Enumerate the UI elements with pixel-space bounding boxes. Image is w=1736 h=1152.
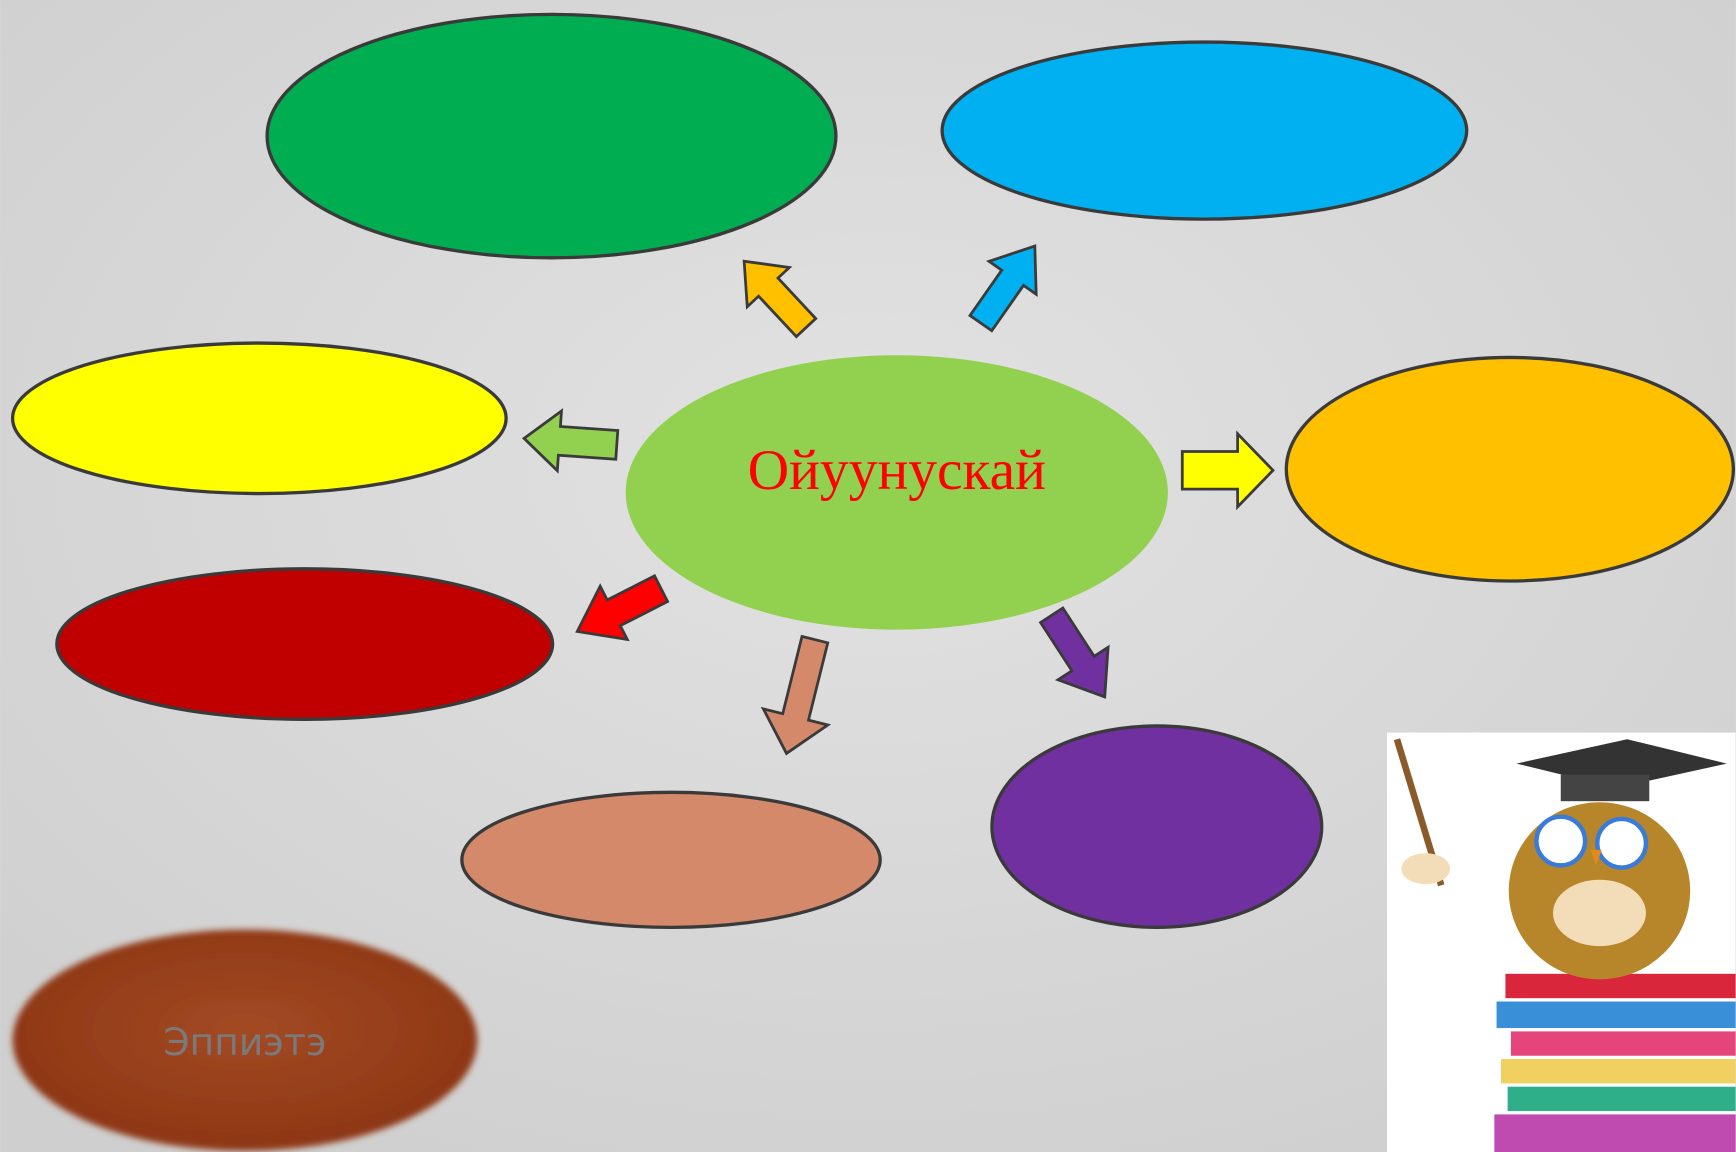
book: [1505, 974, 1735, 998]
node-purple: [992, 726, 1322, 927]
owl-eye: [1597, 819, 1646, 868]
center-label: Ойуунускай: [748, 439, 1046, 502]
book: [1511, 1031, 1736, 1055]
owl-eye: [1536, 817, 1585, 866]
slide: Ойуунускай Эппиэтэ: [0, 0, 1736, 1152]
owl-belly: [1553, 880, 1646, 946]
book: [1494, 1114, 1735, 1152]
book: [1508, 1087, 1736, 1111]
node-blue: [942, 42, 1467, 219]
node-tan: [462, 792, 880, 927]
book: [1497, 1001, 1736, 1028]
owl-picture: [1387, 733, 1736, 1152]
owl-hand: [1401, 853, 1450, 884]
button-label: Эппиэтэ: [163, 1020, 326, 1064]
answer-button[interactable]: Эппиэтэ: [13, 930, 478, 1151]
node-green: [267, 14, 836, 257]
node-red: [57, 569, 553, 720]
book: [1501, 1059, 1736, 1083]
owl-hat-base: [1561, 775, 1650, 802]
node-yellow: [13, 343, 507, 494]
node-orange: [1286, 357, 1733, 581]
page: Ойуунускай Эппиэтэ (() => { const data =…: [0, 0, 1736, 1152]
